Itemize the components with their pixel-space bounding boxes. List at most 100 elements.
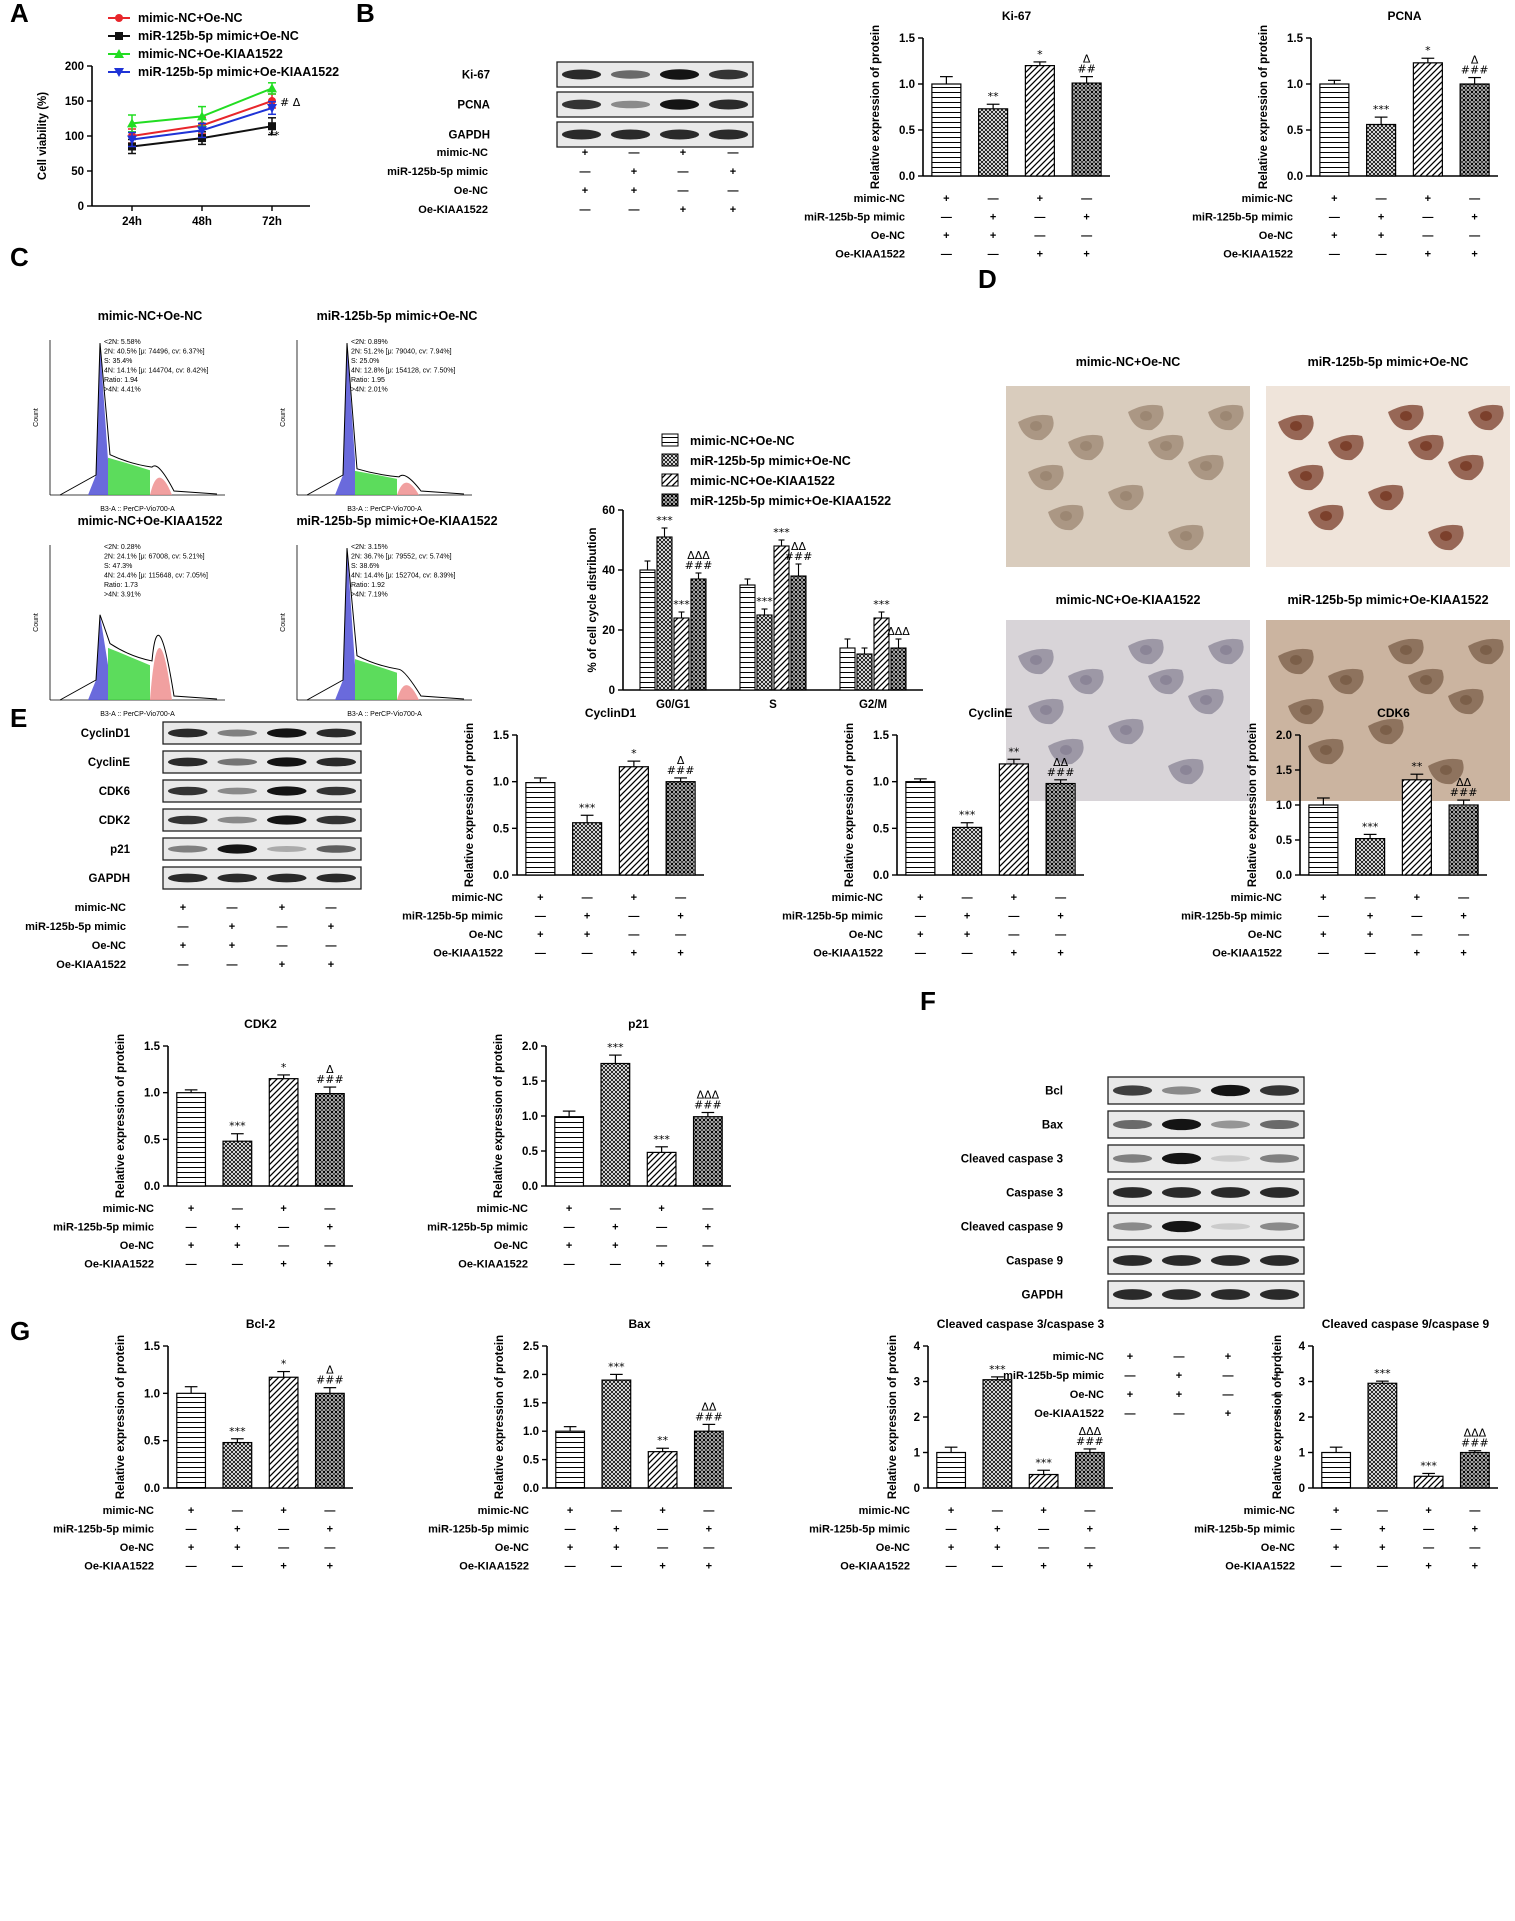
condition-sign: +	[1225, 1351, 1231, 1363]
cell-nucleus	[1290, 421, 1302, 431]
condition-sign: —	[1008, 929, 1019, 941]
panel-letter-b: B	[356, 0, 375, 28]
condition-sign: +	[567, 1505, 573, 1517]
condition-sign: —	[1458, 892, 1469, 904]
legend-label: miR-125b-5p mimic+Oe-KIAA1522	[690, 494, 891, 508]
flow-title: mimic-NC+Oe-NC	[98, 309, 203, 323]
significance-mark: Δ	[1083, 53, 1091, 66]
bar	[1459, 83, 1490, 177]
condition-sign: +	[234, 1222, 240, 1234]
condition-sign: —	[992, 1561, 1003, 1573]
flow-stat: S: 35.4%	[104, 358, 132, 365]
panel-letter-d: D	[978, 264, 997, 294]
condition-sign: +	[537, 892, 543, 904]
y-tick-label: 0.5	[1276, 835, 1293, 847]
y-axis-label: Relative expression of protein	[464, 723, 476, 887]
condition-sign: —	[1377, 1561, 1388, 1573]
flow-stat: <2N: 5.58%	[104, 339, 141, 346]
blot-band	[1161, 1289, 1202, 1300]
blot-row-label: Cleaved caspase 3	[961, 1154, 1063, 1166]
flow-y-label: Count	[33, 613, 40, 632]
condition-sign: +	[1472, 1561, 1478, 1573]
y-tick-label: 0	[609, 685, 615, 697]
bar	[618, 766, 649, 876]
condition-sign: +	[1274, 1370, 1280, 1382]
significance-mark: ###	[316, 1073, 344, 1086]
flow-stat: >4N: 4.41%	[104, 387, 141, 394]
bar	[1355, 837, 1386, 876]
flow-stat: 2N: 36.7% [μ: 79552, cv: 5.74%]	[351, 554, 452, 561]
chart-c: 0 20 40 60% of cell cycle distribution G0/G1…	[587, 433, 923, 711]
cell-nucleus	[1300, 471, 1312, 481]
bar	[673, 617, 690, 691]
y-axis-label: Relative expression of protein	[870, 25, 882, 189]
condition-sign: +	[327, 1259, 333, 1271]
cell-nucleus	[1180, 765, 1192, 775]
cell-nucleus	[1140, 645, 1152, 655]
y-tick-label: 0.0	[1276, 870, 1292, 882]
y-axis-label: Cell viability (%)	[37, 92, 49, 180]
condition-label: Oe-KIAA1522	[835, 249, 905, 261]
flow-stat: S: 47.3%	[104, 563, 132, 570]
condition-sign: —	[915, 911, 926, 923]
condition-sign: —	[580, 166, 591, 178]
condition-sign: +	[705, 1259, 711, 1271]
bar	[952, 826, 983, 876]
x-tick-label: 24h	[122, 216, 142, 228]
blot-band	[708, 99, 749, 110]
y-tick-label: 0.0	[144, 1483, 160, 1495]
blot-row-label: Bcl	[1045, 1086, 1063, 1098]
condition-sign: +	[234, 1240, 240, 1252]
condition-sign: +	[279, 959, 285, 971]
condition-sign: +	[1378, 212, 1384, 224]
blot-band	[316, 757, 357, 767]
cell-nucleus	[1340, 441, 1352, 451]
condition-sign: —	[232, 1203, 243, 1215]
y-tick-label: 2	[914, 1412, 920, 1424]
condition-sign: +	[1011, 948, 1017, 960]
condition-sign: +	[328, 921, 334, 933]
condition-sign: +	[1471, 249, 1477, 261]
condition-sign: —	[915, 948, 926, 960]
condition-sign: —	[1411, 929, 1422, 941]
flow-title: miR-125b-5p mimic+Oe-NC	[317, 309, 478, 323]
condition-sign: —	[941, 212, 952, 224]
bar	[690, 578, 707, 691]
condition-label: Oe-KIAA1522	[1223, 249, 1293, 261]
blot-strip	[162, 866, 362, 890]
cell-nucleus	[1460, 695, 1472, 705]
condition-sign: —	[728, 147, 739, 159]
y-axis-label: Relative expression of protein	[115, 1335, 127, 1499]
condition-sign: —	[582, 892, 593, 904]
condition-sign: —	[628, 911, 639, 923]
bar	[1448, 804, 1479, 876]
condition-sign: +	[234, 1542, 240, 1554]
y-tick-label: 2.0	[522, 1041, 538, 1053]
chart-e1: CyclinD1 0.0 0.5 1.0 1.5 Relative expression …	[402, 706, 704, 960]
blot-band	[610, 129, 651, 140]
significance-mark: *	[631, 747, 637, 760]
blot-band	[1112, 1255, 1153, 1266]
condition-sign: —	[1365, 948, 1376, 960]
cell-nucleus	[1220, 411, 1232, 421]
cell-nucleus	[1200, 461, 1212, 471]
western-blot-b: Ki-67 PCNA GAPDH	[448, 61, 754, 148]
condition-label: Oe-KIAA1522	[813, 948, 883, 960]
blot-strip	[162, 779, 362, 803]
legend-marker	[114, 68, 124, 77]
condition-sign: —	[565, 1561, 576, 1573]
y-tick-label: 20	[602, 625, 615, 637]
condition-sign: —	[326, 902, 337, 914]
significance-mark: Δ	[326, 1364, 334, 1377]
cell-nucleus	[1040, 705, 1052, 715]
y-tick-label: 2	[1299, 1412, 1305, 1424]
significance-mark: ***	[579, 801, 596, 814]
condition-sign: +	[188, 1542, 194, 1554]
condition-sign: +	[1057, 948, 1063, 960]
blot-strip	[162, 808, 362, 832]
condition-sign: —	[1376, 249, 1387, 261]
y-axis-label: Relative expression of protein	[494, 1335, 506, 1499]
condition-sign: —	[702, 1240, 713, 1252]
condition-sign: +	[917, 929, 923, 941]
